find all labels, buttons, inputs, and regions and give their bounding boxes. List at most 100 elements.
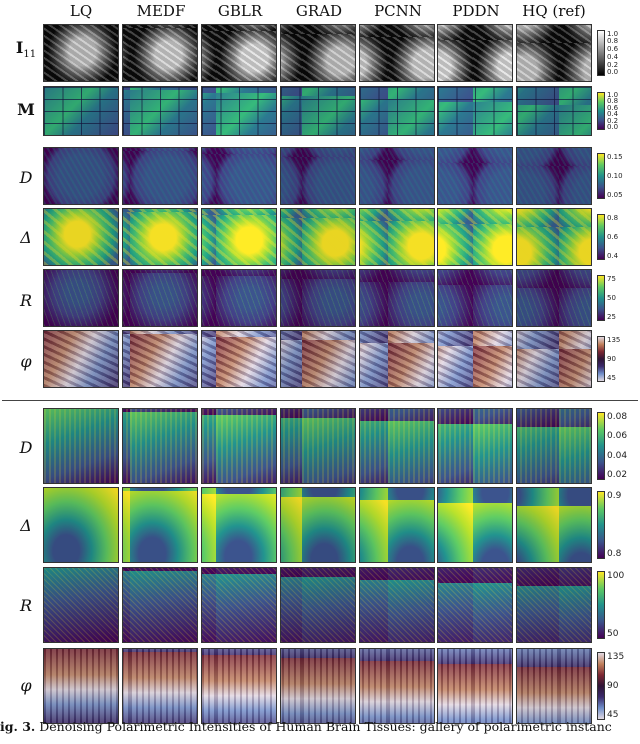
colorbar-top-r — [597, 275, 605, 321]
colorbar-bottom-phi — [597, 652, 605, 720]
matrix-grid-overlay — [202, 87, 276, 135]
image-cell-top-delta-4 — [359, 208, 435, 266]
image-cell-top-delta-0 — [43, 208, 119, 266]
image-cell-bottom-r-6 — [516, 567, 592, 643]
matrix-grid-overlay — [360, 87, 434, 135]
row-label-d-top: D — [19, 168, 33, 187]
colorbar-tick-label: 0.4 — [607, 252, 619, 261]
colorbar-tick-label: 0.0 — [607, 68, 619, 77]
figure-caption-text: Denoising Polarimetric Intensities of Hu… — [35, 719, 612, 734]
colorbar-tick-label: 50 — [607, 628, 619, 639]
image-cell-top-i11-1 — [122, 24, 198, 82]
colorbar-tick-label: 45 — [607, 709, 619, 720]
image-texture — [123, 409, 197, 483]
image-cell-bottom-d-6 — [516, 408, 592, 484]
image-texture — [517, 488, 591, 562]
column-header-lq: LQ — [69, 2, 93, 20]
colorbar-tick-label: 50 — [607, 294, 616, 302]
colorbar-tick-label: 45 — [607, 374, 616, 383]
row-label-i11-main: I — [15, 38, 24, 57]
colorbar-top-delta — [597, 214, 605, 260]
image-texture — [517, 649, 591, 723]
image-cell-bottom-r-0 — [43, 567, 119, 643]
image-cell-top-phi-6 — [516, 330, 592, 388]
image-cell-bottom-delta-6 — [516, 487, 592, 563]
image-texture — [123, 488, 197, 562]
image-texture — [202, 331, 276, 387]
image-texture — [438, 209, 512, 265]
image-cell-top-r-2 — [201, 269, 277, 327]
row-label-phi-top: φ — [20, 352, 32, 371]
image-texture — [360, 649, 434, 723]
image-cell-top-r-4 — [359, 269, 435, 327]
image-texture — [202, 209, 276, 265]
image-texture — [438, 409, 512, 483]
image-texture — [123, 209, 197, 265]
image-texture — [44, 649, 118, 723]
image-texture — [281, 488, 355, 562]
image-cell-top-r-1 — [122, 269, 198, 327]
colorbar-tick-label: 0.2 — [607, 116, 619, 125]
image-cell-top-phi-5 — [437, 330, 513, 388]
image-cell-bottom-r-5 — [437, 567, 513, 643]
row-label-delta-bottom: Δ — [20, 516, 32, 535]
image-texture — [44, 148, 118, 204]
image-cell-bottom-phi-1 — [122, 648, 198, 724]
colorbar-top-m — [597, 92, 605, 130]
image-texture — [281, 649, 355, 723]
matrix-grid-overlay — [123, 87, 197, 135]
image-texture — [281, 568, 355, 642]
image-texture — [438, 331, 512, 387]
colorbar-tick-label: 75 — [607, 274, 616, 283]
image-cell-top-m-3 — [280, 86, 356, 136]
colorbar-tick-label: 0.02 — [607, 469, 628, 480]
colorbar-tick-label: 0.2 — [607, 60, 619, 69]
image-texture — [360, 209, 434, 265]
colorbar-top-phi — [597, 336, 605, 382]
image-cell-top-d-6 — [516, 147, 592, 205]
image-cell-top-delta-5 — [437, 208, 513, 266]
image-texture — [202, 270, 276, 326]
image-cell-top-d-1 — [122, 147, 198, 205]
image-cell-top-m-1 — [122, 86, 198, 136]
image-texture — [202, 148, 276, 204]
image-texture — [123, 25, 197, 81]
image-cell-bottom-phi-5 — [437, 648, 513, 724]
image-cell-bottom-phi-2 — [201, 648, 277, 724]
colorbar-tick-label: 90 — [607, 355, 616, 363]
image-cell-top-m-2 — [201, 86, 277, 136]
image-cell-bottom-r-3 — [280, 567, 356, 643]
colorbar-tick-label: 90 — [607, 681, 619, 691]
image-texture — [360, 148, 434, 204]
image-cell-top-delta-3 — [280, 208, 356, 266]
image-texture — [517, 568, 591, 642]
image-cell-bottom-d-1 — [122, 408, 198, 484]
row-label-i11-sub: 11 — [23, 49, 37, 61]
image-cell-top-m-4 — [359, 86, 435, 136]
image-texture — [44, 568, 118, 642]
colorbar-tick-label: 0.8 — [607, 97, 619, 106]
colorbar-tick-label: 0.04 — [607, 450, 628, 461]
image-cell-bottom-delta-4 — [359, 487, 435, 563]
row-label-phi-bottom: φ — [20, 676, 32, 695]
image-cell-top-i11-3 — [280, 24, 356, 82]
image-cell-bottom-r-2 — [201, 567, 277, 643]
image-texture — [360, 568, 434, 642]
image-texture — [517, 409, 591, 483]
image-texture — [360, 25, 434, 81]
colorbar-tick-label: 135 — [607, 335, 621, 344]
image-cell-top-r-0 — [43, 269, 119, 327]
image-texture — [202, 409, 276, 483]
colorbar-tick-label: 0.05 — [607, 191, 623, 200]
image-texture — [44, 488, 118, 562]
colorbar-tick-label: 0.6 — [607, 103, 619, 112]
colorbar-bottom-r — [597, 571, 605, 639]
image-texture — [202, 568, 276, 642]
image-texture — [281, 209, 355, 265]
figure-caption-label: ig. 3. — [0, 719, 36, 734]
row-label-m: M — [17, 100, 35, 119]
colorbar-tick-label: 25 — [607, 313, 616, 322]
image-cell-top-delta-1 — [122, 208, 198, 266]
image-texture — [517, 25, 591, 81]
matrix-grid-overlay — [44, 87, 118, 135]
